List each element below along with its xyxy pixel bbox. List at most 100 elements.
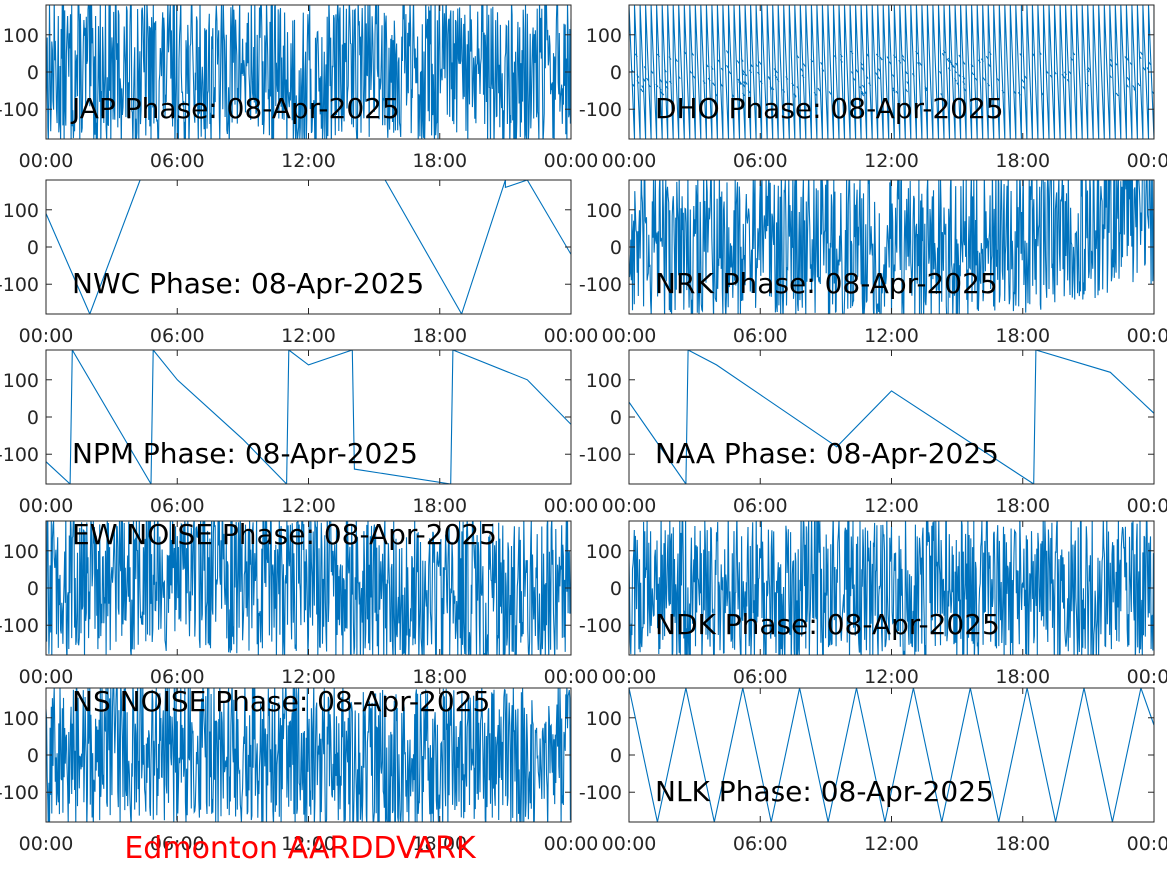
panel-title: NDK Phase: 08-Apr-2025: [655, 608, 1000, 641]
phase-series-line: [46, 688, 571, 822]
y-tick-label: 100: [586, 708, 622, 730]
y-tick-label: 100: [3, 25, 39, 47]
x-tick-label: 12:00: [864, 325, 919, 347]
x-tick-label: 18:00: [412, 666, 467, 688]
x-tick-label: 12:00: [281, 150, 336, 172]
x-tick-label: 18:00: [995, 495, 1050, 517]
x-tick-label: 06:00: [733, 666, 788, 688]
panel-title: NAA Phase: 08-Apr-2025: [655, 437, 999, 470]
y-tick-label: 0: [27, 578, 39, 600]
y-tick-label: 100: [586, 541, 622, 563]
x-tick-label: 00:00: [1127, 666, 1167, 688]
phase-series-line: [629, 180, 1154, 314]
panel-title: NPM Phase: 08-Apr-2025: [72, 437, 418, 470]
phase-panel: 100 0 -100 00:00 06:00 12:00 18:00 00:00 NDK Pha…: [579, 520, 1167, 688]
y-tick-label: 0: [610, 237, 622, 259]
x-tick-label: 06:00: [733, 833, 788, 855]
y-tick-label: 100: [3, 708, 39, 730]
x-tick-label: 00:00: [19, 150, 74, 172]
y-tick-label: -100: [579, 444, 622, 466]
y-tick-label: 100: [586, 200, 622, 222]
y-tick-label: 0: [27, 407, 39, 429]
x-tick-label: 06:00: [150, 325, 205, 347]
x-tick-label: 00:00: [19, 833, 74, 855]
phase-series-line: [46, 5, 571, 139]
x-tick-label: 00:00: [544, 833, 599, 855]
y-tick-label: -100: [579, 99, 622, 121]
x-tick-label: 00:00: [1127, 325, 1167, 347]
y-tick-label: 0: [610, 745, 622, 767]
y-tick-label: -100: [0, 444, 39, 466]
x-tick-label: 18:00: [995, 666, 1050, 688]
x-tick-label: 00:00: [602, 833, 657, 855]
x-tick-label: 00:00: [19, 325, 74, 347]
x-tick-label: 00:00: [602, 150, 657, 172]
x-tick-label: 18:00: [412, 325, 467, 347]
x-tick-label: 12:00: [864, 833, 919, 855]
panel-title: EW NOISE Phase: 08-Apr-2025: [72, 518, 497, 551]
phase-series-line: [46, 180, 571, 314]
x-tick-label: 00:00: [602, 666, 657, 688]
y-tick-label: 0: [610, 407, 622, 429]
x-tick-label: 00:00: [1127, 495, 1167, 517]
y-tick-label: -100: [0, 615, 39, 637]
y-tick-label: 0: [610, 62, 622, 84]
x-tick-label: 06:00: [733, 325, 788, 347]
y-tick-label: -100: [579, 782, 622, 804]
phase-panel: 100 0 -100 00:00 06:00 12:00 18:00 00:00 NS NOIS…: [0, 685, 599, 855]
x-tick-label: 12:00: [864, 666, 919, 688]
y-tick-label: 100: [586, 25, 622, 47]
panel-title: NRK Phase: 08-Apr-2025: [655, 267, 998, 300]
x-tick-label: 06:00: [150, 495, 205, 517]
y-tick-label: -100: [579, 274, 622, 296]
x-tick-label: 06:00: [733, 150, 788, 172]
x-tick-label: 12:00: [281, 666, 336, 688]
x-tick-label: 18:00: [412, 495, 467, 517]
x-tick-label: 12:00: [281, 495, 336, 517]
x-tick-label: 06:00: [150, 833, 205, 855]
panels-group: 100 0 -100 00:00 06:00 12:00 18:00 00:00 JAP Pha…: [0, 4, 1167, 855]
x-tick-label: 00:00: [544, 150, 599, 172]
panel-title: JAP Phase: 08-Apr-2025: [70, 92, 400, 125]
panel-title: NWC Phase: 08-Apr-2025: [72, 267, 424, 300]
x-tick-label: 12:00: [864, 150, 919, 172]
panel-title: NLK Phase: 08-Apr-2025: [655, 775, 994, 808]
x-tick-label: 00:00: [602, 495, 657, 517]
x-tick-label: 18:00: [412, 833, 467, 855]
x-tick-label: 12:00: [281, 325, 336, 347]
x-tick-label: 00:00: [544, 325, 599, 347]
phase-series-line: [46, 521, 571, 655]
phase-panel: 100 0 -100 00:00 06:00 12:00 18:00 00:00 NAA Pha…: [579, 349, 1167, 517]
x-tick-label: 18:00: [995, 150, 1050, 172]
x-tick-label: 06:00: [150, 150, 205, 172]
x-tick-label: 00:00: [1127, 833, 1167, 855]
y-tick-label: 0: [610, 578, 622, 600]
y-tick-label: 100: [586, 370, 622, 392]
x-tick-label: 18:00: [995, 833, 1050, 855]
y-tick-label: -100: [0, 99, 39, 121]
x-tick-label: 12:00: [864, 495, 919, 517]
y-tick-label: 0: [27, 237, 39, 259]
phase-panel: 100 0 -100 00:00 06:00 12:00 18:00 00:00 NRK Pha…: [579, 179, 1167, 347]
x-tick-label: 00:00: [1127, 150, 1167, 172]
y-tick-label: 0: [27, 745, 39, 767]
panel-title: DHO Phase: 08-Apr-2025: [655, 92, 1004, 125]
x-tick-label: 00:00: [19, 666, 74, 688]
y-tick-label: 100: [3, 541, 39, 563]
x-tick-label: 00:00: [19, 495, 74, 517]
phase-panel: 100 0 -100 00:00 06:00 12:00 18:00 00:00 DHO Pha…: [579, 4, 1167, 172]
phase-series-line: [46, 350, 571, 484]
y-tick-label: -100: [0, 274, 39, 296]
y-tick-label: 0: [27, 62, 39, 84]
y-tick-label: -100: [579, 615, 622, 637]
x-tick-label: 00:00: [602, 325, 657, 347]
y-tick-label: -100: [0, 782, 39, 804]
phase-series-line: [629, 350, 1154, 484]
x-tick-label: 00:00: [544, 495, 599, 517]
x-tick-label: 18:00: [412, 150, 467, 172]
y-tick-label: 100: [3, 370, 39, 392]
phase-panel: 100 0 -100 00:00 06:00 12:00 18:00 00:00 NLK Pha…: [579, 687, 1167, 855]
x-tick-label: 12:00: [281, 833, 336, 855]
